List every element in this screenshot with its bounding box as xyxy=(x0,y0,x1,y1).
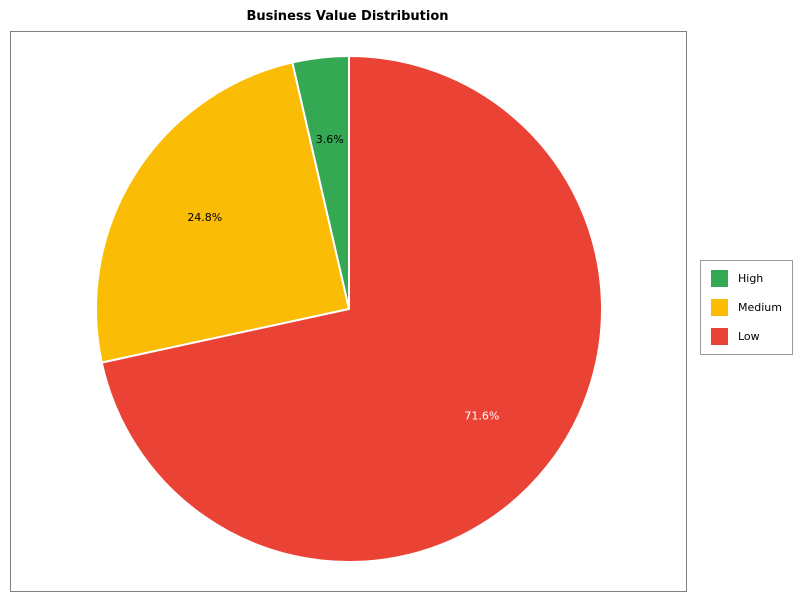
pie-slice-label-medium: 24.8% xyxy=(187,211,222,224)
pie-slice-label-high: 3.6% xyxy=(316,133,344,146)
legend-swatch-high-icon xyxy=(711,270,728,287)
pie-slice-low xyxy=(100,55,603,563)
legend-item-high: High xyxy=(711,270,784,287)
pie-chart: 3.6% 24.8% 71.6% xyxy=(95,55,603,563)
legend-item-low: Low xyxy=(711,328,784,345)
legend-label-low: Low xyxy=(738,330,760,343)
legend-swatch-low-icon xyxy=(711,328,728,345)
legend-swatch-medium-icon xyxy=(711,299,728,316)
legend-label-high: High xyxy=(738,272,764,285)
legend-item-medium: Medium xyxy=(711,299,784,316)
legend-label-medium: Medium xyxy=(738,301,782,314)
chart-title: Business Value Distribution xyxy=(246,9,449,24)
legend: High Medium Low xyxy=(700,260,793,355)
plot-area: 3.6% 24.8% 71.6% xyxy=(10,31,687,592)
pie-slice-label-low: 71.6% xyxy=(464,410,499,423)
pie-slice-medium xyxy=(95,61,350,364)
